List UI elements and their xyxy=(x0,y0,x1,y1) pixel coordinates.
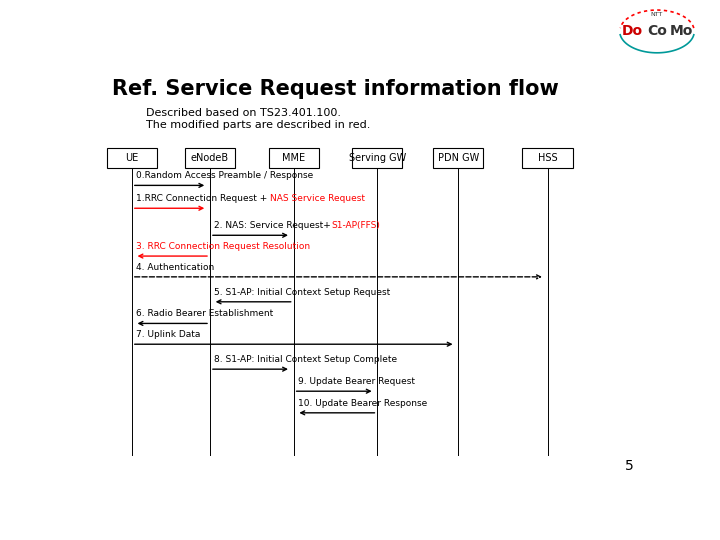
Text: Serving GW: Serving GW xyxy=(348,153,406,164)
Text: 3. RRC Connection Request Resolution: 3. RRC Connection Request Resolution xyxy=(136,242,310,251)
Bar xyxy=(523,148,572,168)
Text: PDN GW: PDN GW xyxy=(438,153,479,164)
Text: 7. Uplink Data: 7. Uplink Data xyxy=(136,330,201,339)
Text: Mo: Mo xyxy=(670,24,693,38)
Text: HSS: HSS xyxy=(538,153,557,164)
Text: 0.Random Access Preamble / Response: 0.Random Access Preamble / Response xyxy=(136,171,314,180)
Bar xyxy=(185,148,235,168)
Bar xyxy=(352,148,402,168)
Text: Do: Do xyxy=(621,24,643,38)
Text: Co: Co xyxy=(647,24,667,38)
Text: eNodeB: eNodeB xyxy=(191,153,229,164)
Text: MME: MME xyxy=(282,153,305,164)
Text: The modified parts are described in red.: The modified parts are described in red. xyxy=(145,120,370,130)
Text: Ref. Service Request information flow: Ref. Service Request information flow xyxy=(112,79,559,99)
Text: 5: 5 xyxy=(625,459,634,473)
Text: 8. S1-AP: Initial Context Setup Complete: 8. S1-AP: Initial Context Setup Complete xyxy=(215,355,397,364)
Text: NAS Service Request: NAS Service Request xyxy=(271,194,366,203)
Text: 4. Authentication: 4. Authentication xyxy=(136,263,215,272)
Bar xyxy=(107,148,157,168)
Bar xyxy=(269,148,319,168)
Text: 10. Update Bearer Response: 10. Update Bearer Response xyxy=(298,399,428,408)
Text: NTT: NTT xyxy=(651,12,663,17)
Text: 2. NAS: Service Request+: 2. NAS: Service Request+ xyxy=(215,221,331,230)
Text: UE: UE xyxy=(125,153,138,164)
Text: 1.RRC Connection Request +: 1.RRC Connection Request + xyxy=(136,194,271,203)
Bar xyxy=(433,148,483,168)
Text: 5. S1-AP: Initial Context Setup Request: 5. S1-AP: Initial Context Setup Request xyxy=(215,288,391,297)
Text: 9. Update Bearer Request: 9. Update Bearer Request xyxy=(298,377,415,386)
Text: 6. Radio Bearer Establishment: 6. Radio Bearer Establishment xyxy=(136,309,274,319)
Text: S1-AP(FFS): S1-AP(FFS) xyxy=(331,221,380,230)
Text: Described based on TS23.401.100.: Described based on TS23.401.100. xyxy=(145,109,341,118)
